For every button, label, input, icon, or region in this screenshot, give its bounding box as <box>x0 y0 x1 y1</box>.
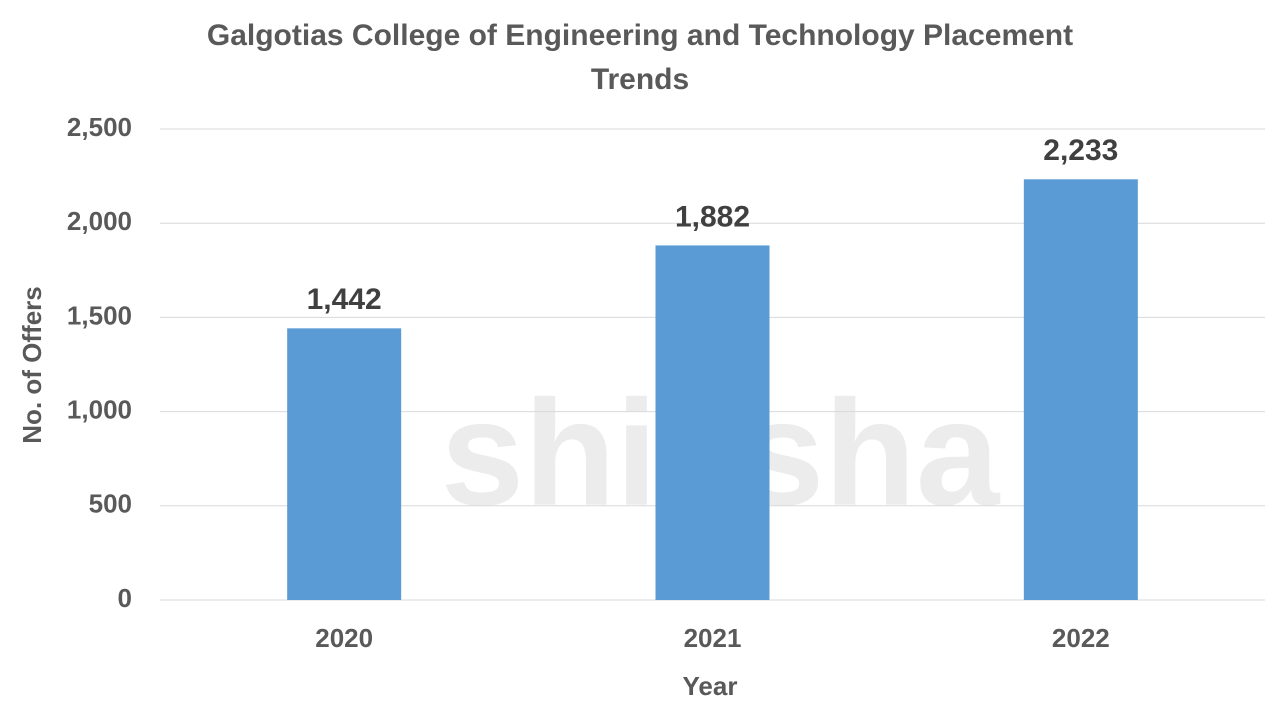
chart-title: Galgotias College of Engineering and Tec… <box>206 19 1074 96</box>
x-axis-label: Year <box>683 671 738 701</box>
value-label: 1,882 <box>675 200 750 233</box>
y-tick-label: 2,000 <box>67 206 132 236</box>
y-axis-label: No. of Offers <box>17 286 47 443</box>
y-tick-label: 1,500 <box>67 300 132 330</box>
bar <box>287 328 402 600</box>
x-tick-label: 2020 <box>315 623 373 653</box>
bar <box>655 245 770 600</box>
y-tick-label: 500 <box>89 489 132 519</box>
x-tick-label: 2021 <box>684 623 742 653</box>
value-label: 1,442 <box>307 283 382 316</box>
value-label: 2,233 <box>1043 134 1118 167</box>
y-tick-label: 2,500 <box>67 112 132 142</box>
bar <box>1023 179 1138 600</box>
y-tick-label: 1,000 <box>67 394 132 424</box>
y-tick-label: 0 <box>118 583 132 613</box>
x-tick-label: 2022 <box>1052 623 1110 653</box>
